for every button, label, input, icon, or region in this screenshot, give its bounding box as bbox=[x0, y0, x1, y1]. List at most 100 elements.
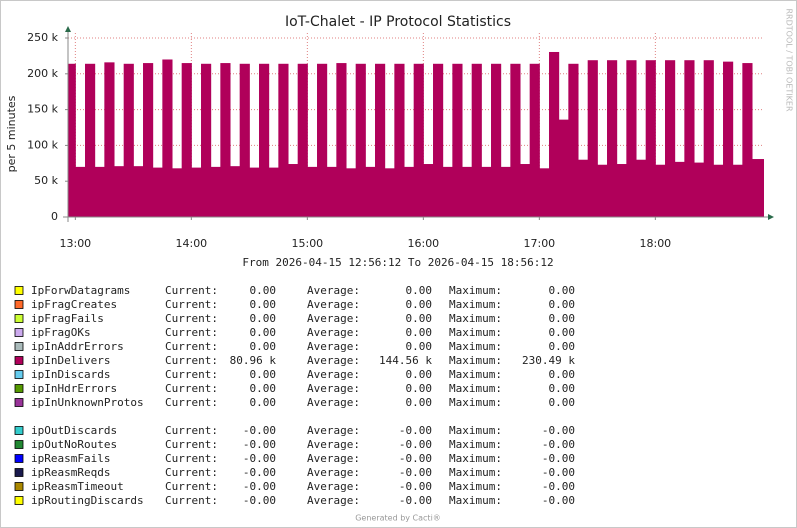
area-step bbox=[423, 164, 434, 217]
legend-swatch bbox=[14, 426, 24, 435]
area-step bbox=[723, 61, 734, 217]
side-note: RRDTOOL / TOBI OETIKER bbox=[785, 8, 794, 111]
stat-label: Average: bbox=[307, 368, 360, 381]
area-step bbox=[549, 51, 560, 218]
stat-label: Maximum: bbox=[449, 396, 502, 409]
area-step bbox=[104, 62, 115, 218]
legend-name: ipReasmReqds bbox=[31, 466, 110, 479]
legend-current: 0.00 bbox=[250, 340, 277, 353]
legend-swatch bbox=[14, 384, 24, 393]
area-step bbox=[94, 166, 105, 217]
legend-current: 80.96 k bbox=[230, 354, 277, 367]
stat-label: Average: bbox=[307, 326, 360, 339]
stat-label: Maximum: bbox=[449, 298, 502, 311]
legend-average: 0.00 bbox=[406, 326, 433, 339]
legend-current: -0.00 bbox=[243, 438, 276, 451]
legend-maximum: 0.00 bbox=[549, 284, 576, 297]
legend-average: 0.00 bbox=[406, 312, 433, 325]
area-step bbox=[162, 59, 173, 218]
legend-swatch bbox=[14, 314, 24, 323]
area-step bbox=[713, 164, 724, 217]
legend-maximum: 0.00 bbox=[549, 368, 576, 381]
legend-swatch bbox=[14, 496, 24, 505]
stat-label: Maximum: bbox=[449, 284, 502, 297]
legend-average: -0.00 bbox=[399, 466, 432, 479]
area-step bbox=[85, 63, 96, 217]
area-step bbox=[152, 167, 163, 217]
area-step bbox=[394, 63, 405, 217]
area-step bbox=[761, 159, 764, 217]
area-step bbox=[288, 164, 299, 217]
legend-average: -0.00 bbox=[399, 480, 432, 493]
stat-label: Current: bbox=[165, 396, 218, 409]
stat-label: Maximum: bbox=[449, 340, 502, 353]
stat-label: Average: bbox=[307, 424, 360, 437]
area-step bbox=[558, 119, 569, 217]
area-step bbox=[384, 168, 395, 217]
legend-maximum: -0.00 bbox=[542, 424, 575, 437]
legend-average: 0.00 bbox=[406, 340, 433, 353]
legend-average: -0.00 bbox=[399, 452, 432, 465]
legend-maximum: 0.00 bbox=[549, 298, 576, 311]
legend-average: 144.56 k bbox=[379, 354, 432, 367]
area-step bbox=[578, 159, 589, 217]
y-tick-label: 200 k bbox=[27, 67, 58, 80]
stat-label: Current: bbox=[165, 452, 218, 465]
stat-label: Average: bbox=[307, 298, 360, 311]
stat-label: Current: bbox=[165, 438, 218, 451]
stat-label: Average: bbox=[307, 494, 360, 507]
legend-name: ipInDelivers bbox=[31, 354, 110, 367]
area-step bbox=[259, 63, 270, 217]
stat-label: Maximum: bbox=[449, 452, 502, 465]
legend-name: ipReasmTimeout bbox=[31, 480, 124, 493]
area-step bbox=[587, 60, 598, 218]
area-step bbox=[529, 63, 540, 217]
stat-label: Average: bbox=[307, 396, 360, 409]
area-step bbox=[249, 167, 260, 217]
x-tick-label: 16:00 bbox=[407, 237, 439, 250]
x-tick-label: 18:00 bbox=[639, 237, 671, 250]
legend-current: -0.00 bbox=[243, 480, 276, 493]
legend-maximum: 230.49 k bbox=[522, 354, 575, 367]
legend-maximum: 0.00 bbox=[549, 340, 576, 353]
area-step bbox=[220, 63, 231, 217]
legend-current: 0.00 bbox=[250, 284, 277, 297]
area-step bbox=[752, 159, 763, 217]
stat-label: Maximum: bbox=[449, 424, 502, 437]
area-step bbox=[607, 60, 618, 218]
area-step bbox=[665, 60, 676, 218]
stat-label: Current: bbox=[165, 340, 218, 353]
legend-current: -0.00 bbox=[243, 466, 276, 479]
y-tick-label: 50 k bbox=[34, 174, 58, 187]
legend-average: 0.00 bbox=[406, 396, 433, 409]
area-step bbox=[616, 164, 627, 217]
x-tick-label: 15:00 bbox=[291, 237, 323, 250]
stat-label: Current: bbox=[165, 354, 218, 367]
y-tick-label: 250 k bbox=[27, 31, 58, 44]
legend-name: ipOutNoRoutes bbox=[31, 438, 117, 451]
area-step bbox=[568, 63, 579, 217]
x-axis-arrow bbox=[768, 214, 774, 220]
y-tick-label: 0 bbox=[51, 210, 58, 223]
area-step bbox=[191, 167, 202, 217]
area-step bbox=[210, 166, 221, 217]
stat-label: Average: bbox=[307, 466, 360, 479]
y-tick-label: 150 k bbox=[27, 103, 58, 116]
legend-swatch bbox=[14, 286, 24, 295]
area-step bbox=[365, 166, 376, 217]
legend-average: -0.00 bbox=[399, 438, 432, 451]
stat-label: Maximum: bbox=[449, 368, 502, 381]
area-step bbox=[694, 162, 705, 217]
legend-maximum: 0.00 bbox=[549, 312, 576, 325]
area-step bbox=[133, 166, 144, 217]
area-step bbox=[674, 161, 685, 217]
area-step bbox=[172, 168, 183, 217]
y-axis-arrow bbox=[65, 26, 71, 32]
area-step bbox=[307, 166, 318, 217]
y-axis-label: per 5 minutes bbox=[5, 95, 18, 172]
stat-label: Current: bbox=[165, 368, 218, 381]
area-step bbox=[510, 63, 521, 217]
area-step bbox=[297, 63, 308, 217]
area-step bbox=[481, 166, 492, 217]
